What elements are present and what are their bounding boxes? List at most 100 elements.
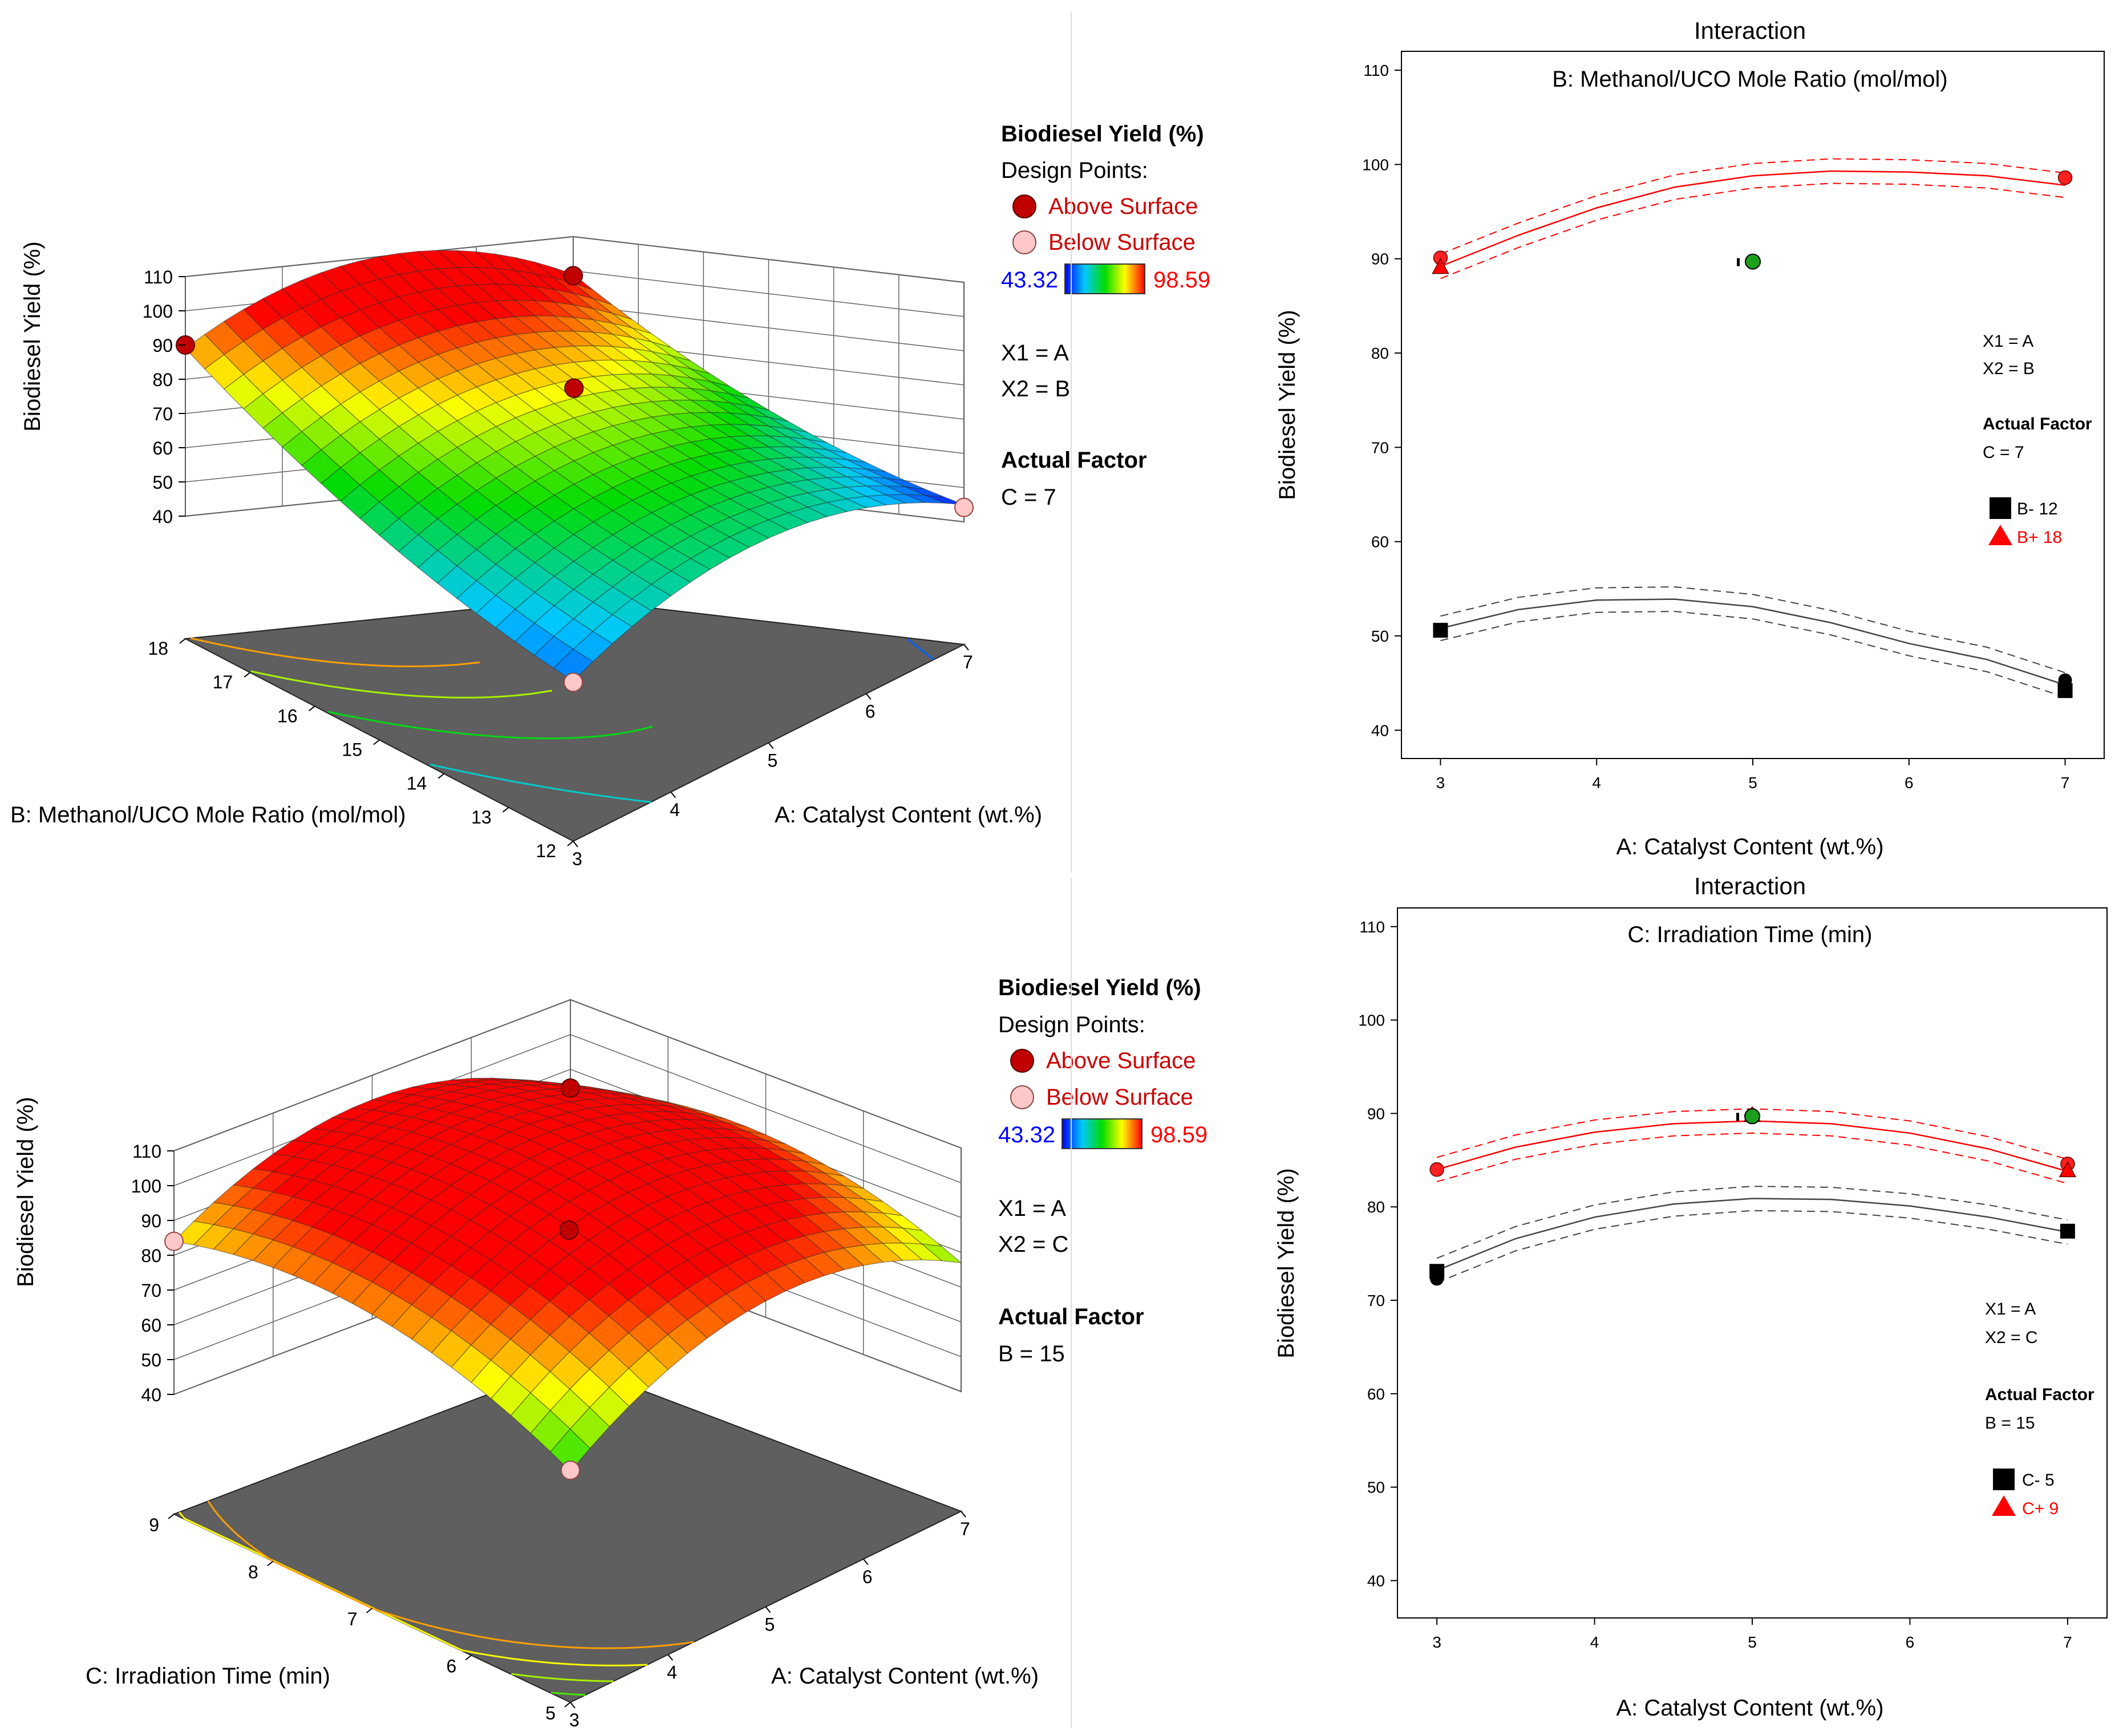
y-tick-label: 80 (1371, 344, 1389, 362)
ci-lower-line (1436, 1132, 2068, 1185)
x2-tick (366, 1608, 373, 1613)
ci-upper-line (1440, 158, 2065, 255)
x2-tick-label: 7 (347, 1609, 358, 1629)
axes: 40 50 60 70 80 90 100 110 3 4 5 6 7 5 6 7 8 9 (131, 1141, 970, 1730)
data-point (2057, 170, 2073, 185)
data-triangle (2059, 1161, 2077, 1178)
annotation-x1: X1 = A (1983, 332, 2033, 351)
x1-tick-label: 4 (667, 1662, 677, 1682)
plot-subtitle: B: Methanol/UCO Mole Ratio (mol/mol) (1552, 67, 1948, 92)
contour-line (907, 638, 935, 660)
x2-tick-label: 16 (277, 705, 298, 726)
x1-tick (667, 1654, 674, 1661)
annotation-actual-factor: Actual Factor (1983, 415, 2092, 433)
ci-lower-line (1436, 1210, 2068, 1283)
x2-tick-label: 13 (471, 807, 492, 828)
ci-lower-line (1440, 182, 2065, 279)
z-tick-label: 40 (141, 1385, 161, 1405)
x1-tick-label: 7 (960, 1519, 970, 1539)
y-tick-label: 60 (1367, 1385, 1385, 1403)
x1-tick-label: 7 (963, 652, 973, 672)
series-line (1440, 170, 2065, 267)
below-marker (1010, 1085, 1034, 1109)
annotation: X1 = A X2 = B Actual Factor C = 7 B- 12 … (1983, 332, 2092, 547)
z-tick-label: 90 (141, 1211, 161, 1231)
x1-tick (961, 1511, 966, 1518)
x-tick-label: 3 (1432, 1633, 1441, 1651)
contour-line (327, 711, 653, 740)
x-tick-label: 6 (1905, 774, 1914, 792)
legend-design-points: Design Points: (1001, 158, 1148, 183)
x2-tick-label: 8 (248, 1562, 258, 1583)
x1-tick (768, 742, 774, 749)
design-point-above (564, 378, 584, 398)
x2-axis-title: C: Irradiation Time (min) (86, 1664, 330, 1689)
colorbar-max: 98.59 (1150, 1122, 1208, 1147)
annotation-x2: X2 = C (1985, 1328, 2038, 1347)
y-tick-label: 70 (1367, 1292, 1385, 1309)
series (1432, 158, 2073, 698)
x2-tick (465, 1654, 472, 1661)
x2-tick-label: 9 (149, 1515, 159, 1535)
x2-tick-label: 12 (536, 841, 556, 861)
x-tick-label: 5 (1748, 1633, 1757, 1651)
legend: Biodiesel Yield (%) Design Points: Above… (998, 975, 1208, 1366)
contour-line (207, 1500, 694, 1649)
ci-lower-line (1440, 611, 2065, 698)
center-error-bar (1736, 1113, 1739, 1121)
y-tick-label: 80 (1367, 1198, 1385, 1216)
design-point-above (561, 1078, 580, 1098)
legend-label-high: B+ 18 (2017, 528, 2062, 547)
y-axis-title: Biodiesel Yield (%) (1274, 1168, 1299, 1358)
x1-tick-label: 5 (768, 751, 778, 771)
legend-above: Above Surface (1048, 194, 1198, 219)
legend-triangle-marker (1992, 1495, 2016, 1516)
x-tick-label: 7 (2063, 1633, 2072, 1651)
plot-subtitle: C: Irradiation Time (min) (1628, 922, 1873, 947)
x1-axis-title: A: Catalyst Content (wt.%) (771, 1664, 1039, 1689)
above-marker (1012, 194, 1036, 218)
x-axis-title: A: Catalyst Content (wt.%) (1616, 834, 1883, 859)
series-line (1436, 1198, 2068, 1271)
x-tick-label: 7 (2061, 774, 2070, 792)
x2-tick-label: 18 (148, 638, 168, 659)
series (1429, 1106, 2077, 1286)
z-tick-label: 110 (144, 267, 173, 287)
x2-tick (437, 773, 444, 779)
center-point (1744, 1108, 1760, 1125)
x-tick-label: 5 (1748, 774, 1757, 792)
x1-tick-label: 4 (670, 800, 680, 820)
series-line (1436, 1120, 2068, 1173)
x2-tick (503, 807, 509, 813)
legend-label-high: C+ 9 (2022, 1499, 2059, 1518)
contour-line (430, 763, 651, 803)
y-axis-title: Biodiesel Yield (%) (1275, 310, 1300, 500)
surface-plot-a-c: 40 50 60 70 80 90 100 110 3 4 5 6 7 5 6 7 8 9 Biodiesel Y… (13, 975, 1208, 1730)
center-point (1745, 253, 1761, 270)
x2-tick (267, 1560, 274, 1567)
interaction-plot-b: Interaction B: Methanol/UCO Mole Ratio (… (1275, 17, 2105, 859)
design-point-below (564, 672, 583, 692)
z-axis-title: Biodiesel Yield (%) (20, 241, 45, 432)
axis-ticks: 40 50 60 70 80 90 100 110 3 4 5 6 7 (1358, 918, 2072, 1651)
z-tick-label: 50 (141, 1350, 161, 1370)
design-points (176, 266, 974, 692)
x-tick-label: 4 (1592, 774, 1601, 792)
design-point-above (559, 1220, 579, 1240)
x-axis-title: A: Catalyst Content (wt.%) (1616, 1696, 1883, 1721)
z-tick-label: 90 (152, 335, 173, 356)
legend-actual-factor: Actual Factor (1001, 448, 1147, 473)
x1-tick (963, 644, 969, 651)
z-axis-title: Biodiesel Yield (%) (13, 1097, 38, 1287)
design-point-below (561, 1460, 580, 1480)
ci-upper-line (1440, 586, 2065, 674)
y-tick-label: 110 (1359, 918, 1385, 936)
surface-cell (550, 1428, 591, 1472)
x1-tick (865, 693, 872, 700)
annotation: X1 = A X2 = C Actual Factor B = 15 C- 5 … (1985, 1300, 2094, 1518)
data-point (1429, 1162, 1444, 1177)
legend-title: Biodiesel Yield (%) (1001, 121, 1204, 147)
y-tick-label: 90 (1371, 250, 1389, 268)
x1-tick-label: 6 (865, 701, 876, 721)
